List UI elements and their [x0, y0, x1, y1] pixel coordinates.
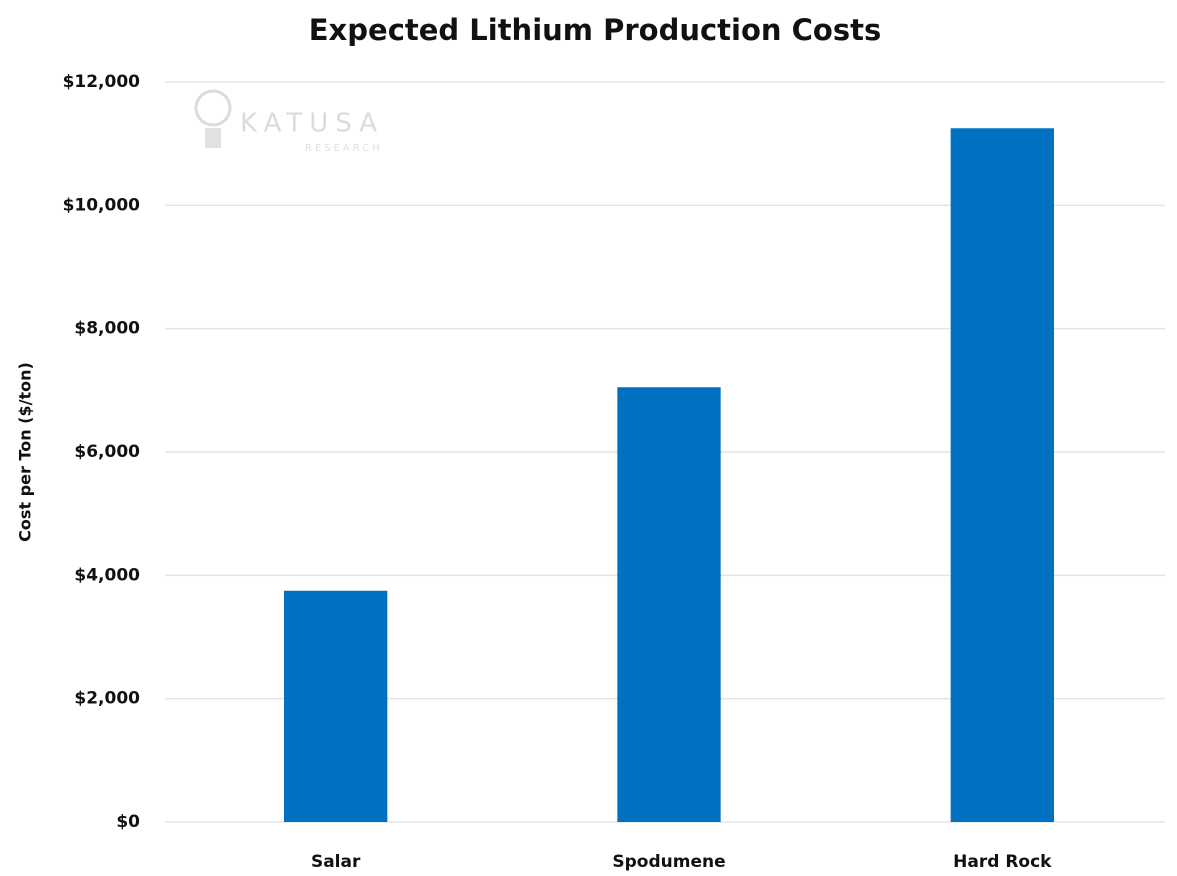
bar	[950, 128, 1054, 822]
y-axis-label: Cost per Ton ($/ton)	[16, 362, 35, 542]
y-tick-label: $12,000	[63, 72, 141, 92]
x-tick-label: Spodumene	[612, 852, 725, 872]
y-tick-label: $2,000	[74, 689, 140, 709]
watermark-icon-base	[205, 128, 221, 148]
x-tick-label: Hard Rock	[953, 852, 1052, 872]
y-tick-label: $10,000	[63, 195, 141, 215]
watermark: KATUSA RESEARCH	[194, 89, 384, 154]
y-tick-label: $8,000	[74, 319, 140, 339]
y-tick-label: $0	[116, 812, 140, 832]
y-tick-label: $6,000	[74, 442, 140, 462]
y-tick-label: $4,000	[74, 565, 140, 585]
chart-title: Expected Lithium Production Costs	[309, 13, 881, 47]
bar	[617, 387, 721, 822]
x-tick-label: Salar	[311, 852, 361, 872]
watermark-sub: RESEARCH	[305, 143, 383, 154]
watermark-name: KATUSA	[240, 109, 384, 139]
bar	[284, 590, 388, 822]
watermark-icon	[194, 89, 232, 127]
